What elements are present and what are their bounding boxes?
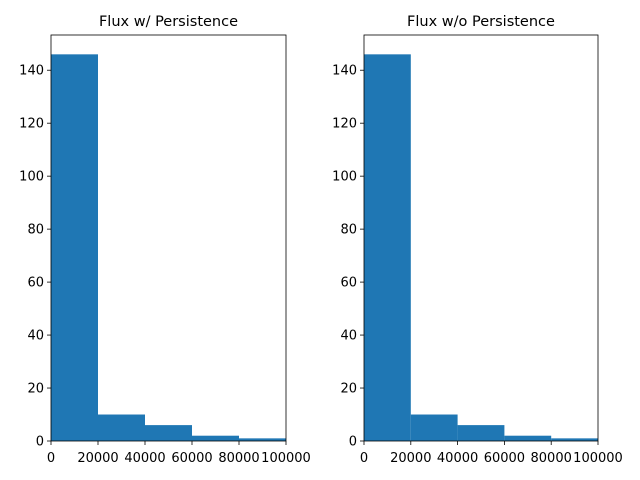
y-tick-label: 100 <box>332 170 357 185</box>
y-tick-label: 140 <box>19 64 44 79</box>
y-tick-label: 20 <box>27 382 44 397</box>
x-tick-label: 40000 <box>124 451 165 466</box>
histogram-bar <box>239 438 286 441</box>
x-tick-label: 100000 <box>261 451 311 466</box>
x-tick-label: 80000 <box>218 451 259 466</box>
x-tick-label: 20000 <box>77 451 118 466</box>
histogram-bar <box>98 414 145 441</box>
y-tick-label: 40 <box>340 329 357 344</box>
y-tick-label: 40 <box>27 329 44 344</box>
x-tick-label: 0 <box>47 451 55 466</box>
histogram-bar <box>51 54 98 441</box>
x-tick-label: 100000 <box>573 451 623 466</box>
y-tick-label: 80 <box>27 223 44 238</box>
x-tick-label: 60000 <box>171 451 212 466</box>
chart-panel-1: Flux w/ Persistence 0 20000 40000 60000 80000… <box>19 14 311 466</box>
y-tick-label: 140 <box>332 64 357 79</box>
chart-panel-2: Flux w/o Persistence 0 20000 40000 60000 8000… <box>332 14 623 466</box>
histogram-bar <box>551 438 598 441</box>
x-tick-label: 20000 <box>390 451 431 466</box>
histogram-bar <box>457 425 505 441</box>
y-tick-label: 60 <box>340 276 357 291</box>
histogram-bar <box>192 435 239 441</box>
chart-title: Flux w/o Persistence <box>407 14 555 30</box>
chart-title: Flux w/ Persistence <box>99 14 238 30</box>
x-tick-label: 0 <box>360 451 368 466</box>
histogram-bar <box>145 425 192 441</box>
y-tick-label: 0 <box>349 435 357 450</box>
histogram-bar <box>410 414 458 441</box>
y-tick-label: 20 <box>340 382 357 397</box>
plot-frame <box>50 34 287 442</box>
y-tick-label: 60 <box>27 276 44 291</box>
plot-frame <box>363 34 599 442</box>
y-tick-label: 0 <box>36 435 44 450</box>
x-tick-label: 40000 <box>437 451 478 466</box>
histogram-bar <box>364 54 411 441</box>
histogram-bar <box>504 435 552 441</box>
y-tick-label: 120 <box>332 117 357 132</box>
x-tick-label: 60000 <box>484 451 525 466</box>
y-tick-label: 100 <box>19 170 44 185</box>
y-tick-label: 80 <box>340 223 357 238</box>
x-tick-label: 80000 <box>531 451 572 466</box>
y-tick-label: 120 <box>19 117 44 132</box>
